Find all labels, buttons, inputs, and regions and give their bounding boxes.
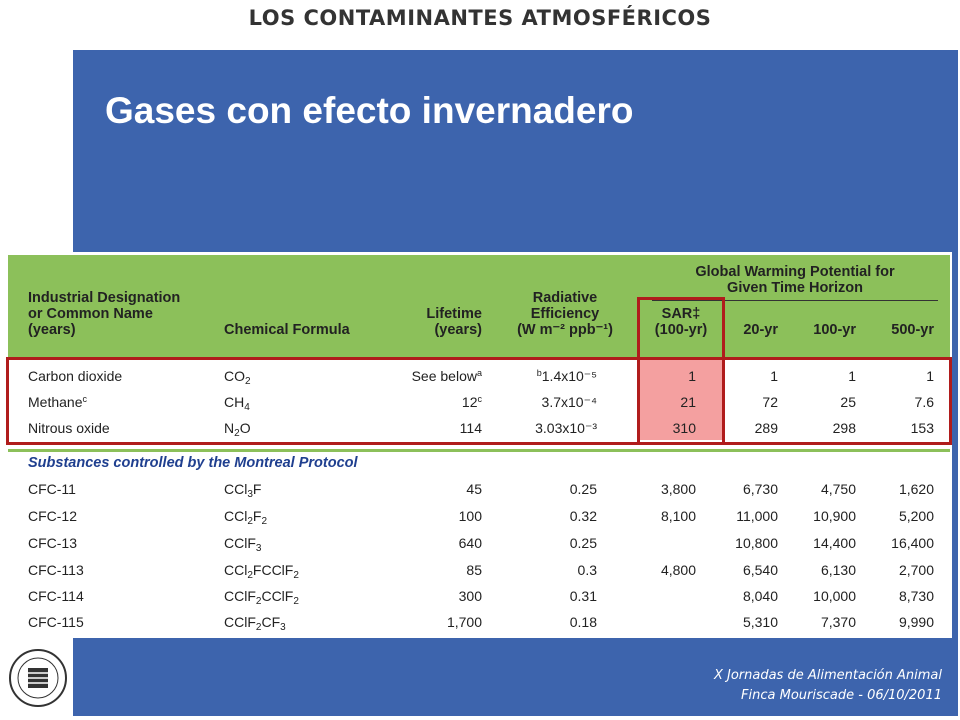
header-lifetime: Lifetime (years) [426,306,482,338]
formula-cfc115: CClF2CF3 [224,614,286,633]
formula-co2: CO2 [224,368,251,387]
highlight-box-main-gases [6,357,952,445]
event-footer: X Jornadas de Alimentación Animal Finca … [714,666,942,706]
header-20yr: 20-yr [743,322,778,338]
formula-ch4: CH4 [224,394,250,413]
header-100yr: 100-yr [813,322,856,338]
table-header-band [8,255,950,357]
formula-cfc13: CClF3 [224,535,262,554]
gwp-group-rule [652,300,938,301]
section-divider [8,449,950,452]
formula-cfc11: CCl3F [224,481,262,500]
header-500yr: 500-yr [891,322,934,338]
formula-cfc12: CCl2F2 [224,508,268,527]
header-sar: SAR‡ (100-yr) [654,306,708,338]
formula-cfc113: CCl2FCClF2 [224,562,299,581]
footer-event-place-date: Finca Mouriscade - 06/10/2011 [741,688,942,703]
sar-column-highlight [640,360,722,440]
footer-event-name: X Jornadas de Alimentación Animal [713,668,942,683]
header-gwp-group: Global Warming Potential for Given Time … [695,264,895,296]
formula-n2o: N2O [224,420,251,439]
slide-title: Gases con efecto invernadero [105,90,634,131]
presentation-section-title: LOS CONTAMINANTES ATMOSFÉRICOS [248,6,712,30]
header-radiative-efficiency: Radiative Efficiency (W m⁻² ppb⁻¹) [517,290,613,338]
highlight-box-sar-column [637,297,725,445]
header-formula: Chemical Formula [224,322,350,338]
section-title-montreal: Substances controlled by the Montreal Pr… [28,455,358,471]
formula-cfc114: CClF2CClF2 [224,588,299,607]
university-seal-icon [9,649,67,707]
header-designation: Industrial Designation or Common Name (y… [28,290,181,338]
